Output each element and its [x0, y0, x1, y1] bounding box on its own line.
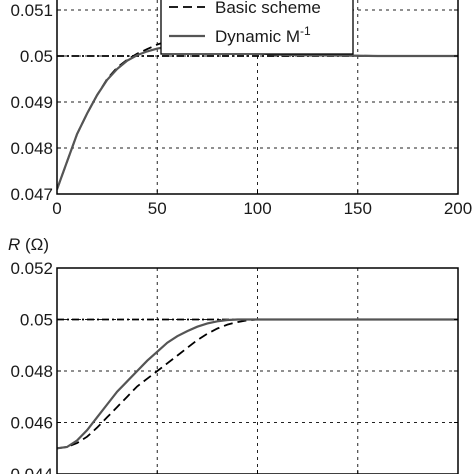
- legend-box: [160, 0, 354, 55]
- ylabel-symbol: R: [8, 235, 20, 254]
- legend: Basic scheme Dynamic M-1: [160, 0, 354, 55]
- legend-label: Basic scheme: [215, 0, 321, 17]
- y-tick-label: 0.05: [20, 47, 53, 66]
- y-tick-label: 0.052: [10, 259, 53, 278]
- top-chart-frame: [56, 0, 459, 195]
- y-tick-label: 0.047: [10, 185, 53, 204]
- y-tick-label: 0.05: [20, 311, 53, 330]
- y-tick-label: 0.048: [10, 362, 53, 381]
- x-tick-label: 50: [148, 199, 167, 218]
- x-tick-label: 200: [444, 199, 472, 218]
- bottom-chart: R (Ω) 0.044 0.046 0.048 0.05 0.052: [8, 235, 459, 474]
- bottom-chart-ylabel: R (Ω): [8, 235, 49, 254]
- y-tick-label: 0.048: [10, 139, 53, 158]
- x-tick-label: 100: [243, 199, 271, 218]
- x-tick-label: 0: [52, 199, 61, 218]
- ylabel-unit: (Ω): [20, 235, 49, 254]
- bottom-chart-grid: [57, 268, 458, 474]
- y-tick-label: 0.051: [10, 1, 53, 20]
- top-chart-ticks: 0.047 0.048 0.049 0.05 0.051 0 50 100 150 200: [10, 1, 472, 218]
- legend-label: Dynamic M-1: [215, 24, 311, 46]
- y-tick-label: 0.046: [10, 414, 53, 433]
- bottom-chart-ticks: 0.044 0.046 0.048 0.05 0.052: [10, 259, 459, 474]
- top-chart-grid: [57, 0, 458, 194]
- bottom-chart-series: [57, 318, 458, 450]
- x-tick-label: 150: [344, 199, 372, 218]
- bottom-chart-frame: [56, 267, 459, 474]
- y-tick-label: 0.044: [10, 465, 53, 474]
- y-tick-label: 0.049: [10, 93, 53, 112]
- series-line-dynamic-m-1: [57, 318, 458, 450]
- legend-label-superscript: -1: [300, 24, 311, 38]
